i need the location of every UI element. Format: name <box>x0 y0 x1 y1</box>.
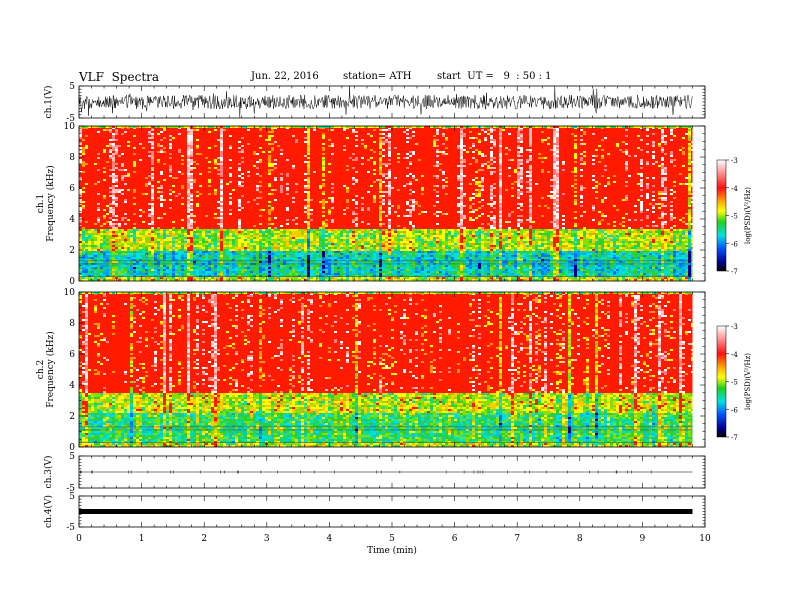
x-tick-label: 2 <box>201 534 207 544</box>
y-tick-label: 0 <box>69 277 75 287</box>
colorbar-tick-label: -4 <box>731 185 738 193</box>
y-tick-label: 2 <box>69 412 75 422</box>
y-tick-label: 4 <box>69 215 75 225</box>
y-tick-label: 6 <box>69 184 75 194</box>
x-tick-label: 4 <box>327 534 333 544</box>
y-tick-label: 2 <box>69 246 75 256</box>
y-tick-label: 5 <box>69 82 75 92</box>
colorbar-tick-label: -6 <box>731 240 738 248</box>
y-axis-label: ch.4(V) <box>43 495 54 528</box>
colorbar-label: log(PSD)(V²/Hz) <box>744 187 752 244</box>
y-tick-label: 10 <box>64 122 76 132</box>
colorbar-tick-label: -5 <box>731 379 738 387</box>
colorbar-tick-label: -7 <box>731 434 738 442</box>
colorbar-tick-label: -3 <box>731 323 738 331</box>
y-axis-label: ch.2 <box>36 360 46 379</box>
ch4-waveform-trace <box>79 509 692 514</box>
colorbar-tick-label: -3 <box>731 157 738 165</box>
colorbar-tick-label: -6 <box>731 406 738 414</box>
y-axis-label: Frequency (kHz) <box>45 331 56 408</box>
y-axis-label: Frequency (kHz) <box>45 165 56 242</box>
x-tick-label: 1 <box>139 534 145 544</box>
y-axis-label: ch.1(V) <box>43 86 54 119</box>
y-tick-label: 8 <box>69 319 75 329</box>
spectrogram-ch1-image <box>79 126 692 281</box>
x-tick-label: 0 <box>76 534 82 544</box>
x-tick-label: 3 <box>264 534 270 544</box>
colorbar-ch2 <box>717 326 726 437</box>
colorbar-ch1 <box>717 160 726 271</box>
y-tick-label: 6 <box>69 350 75 360</box>
spectrogram-ch2-image <box>79 292 692 447</box>
y-tick-label: 8 <box>69 153 75 163</box>
colorbar-tick-label: -5 <box>731 213 738 221</box>
colorbar-tick-label: -7 <box>731 268 738 276</box>
y-axis-label: ch.3(V) <box>43 456 54 489</box>
ch1-waveform-trace <box>79 86 692 117</box>
colorbar-tick-label: -4 <box>731 351 738 359</box>
x-tick-label: 7 <box>514 534 520 544</box>
y-tick-label: 4 <box>69 381 75 391</box>
x-tick-label: 8 <box>577 534 583 544</box>
x-tick-label: 5 <box>389 534 395 544</box>
colorbar-label: log(PSD)(V²/Hz) <box>744 353 752 410</box>
y-tick-label: 10 <box>64 288 76 298</box>
x-tick-label: 10 <box>699 534 711 544</box>
x-tick-label: 6 <box>452 534 458 544</box>
y-tick-label: 5 <box>69 492 75 502</box>
y-axis-label: ch.1 <box>36 194 46 213</box>
x-axis-label: Time (min) <box>367 545 417 556</box>
y-tick-label: 5 <box>69 452 75 462</box>
x-tick-label: 9 <box>640 534 646 544</box>
y-tick-label: -5 <box>66 523 75 533</box>
